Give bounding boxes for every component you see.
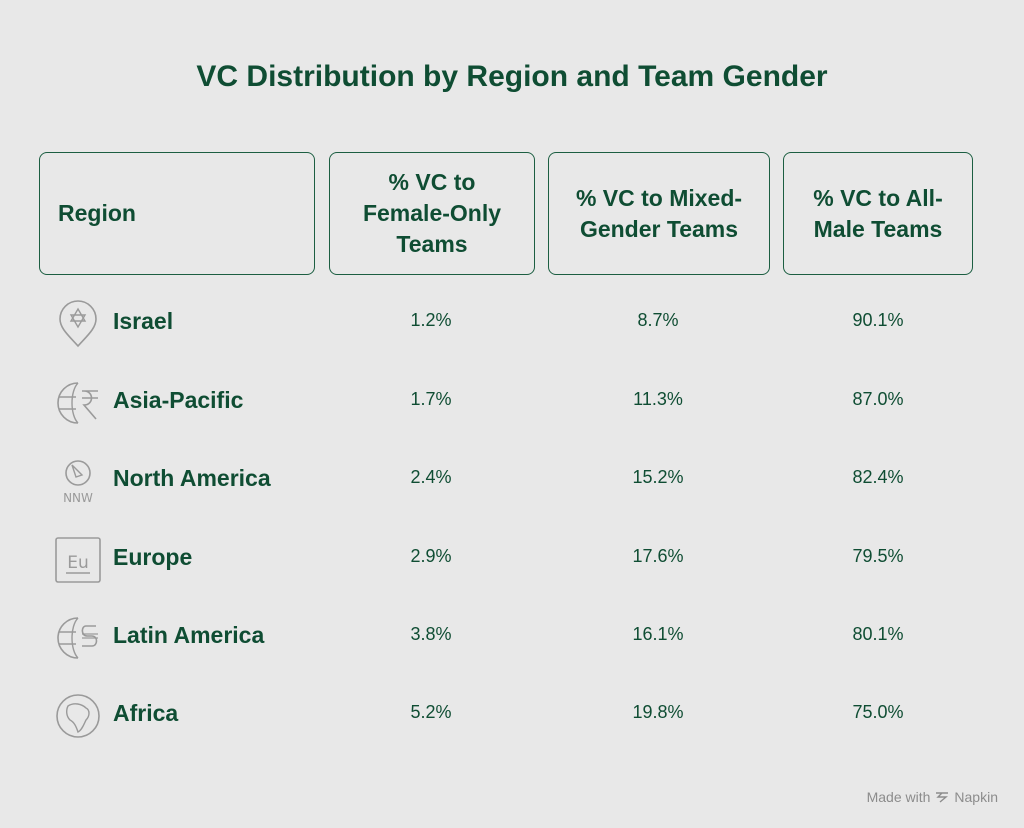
napkin-logo-icon [936,792,949,803]
mixed-gender-value: 8.7% [637,310,679,330]
mixed-gender-value: 16.1% [632,624,684,644]
globe-peso-icon [57,617,98,659]
napkin-brand-label: Napkin [954,789,998,805]
mixed-gender-value: 15.2% [632,467,684,487]
header-region: Region [39,152,315,275]
star-of-david-pin-icon [59,300,97,348]
header-female-only: % VC to Female-Only Teams [329,152,535,275]
female-only-value: 5.2% [410,702,452,722]
header-mixed-gender: % VC to Mixed-Gender Teams [548,152,770,275]
table-row: NNW North America 2.4% 15.2% 82.4% [0,451,1024,511]
female-only-value: 2.4% [410,467,452,487]
table-row: Africa 5.2% 19.8% 75.0% [0,686,1024,746]
region-name: North America [113,465,271,491]
mixed-gender-value: 17.6% [632,546,684,566]
region-name: Europe [113,544,193,570]
eu-box-icon: Eu [55,537,101,583]
table-row: Latin America 3.8% 16.1% 80.1% [0,608,1024,668]
made-with-label: Made with [866,789,931,805]
table-row: Asia-Pacific 1.7% 11.3% 87.0% [0,373,1024,433]
region-name: Asia-Pacific [113,387,244,413]
all-male-value: 79.5% [852,546,904,566]
table-row: Israel 1.2% 8.7% 90.1% [0,294,1024,354]
africa-globe-icon [56,694,100,738]
all-male-value: 90.1% [852,310,904,330]
compass-nnw-icon: NNW [63,460,93,505]
svg-text:Eu: Eu [67,553,89,573]
svg-text:NNW: NNW [63,491,93,505]
all-male-value: 80.1% [852,624,904,644]
region-name: Africa [113,700,179,726]
header-all-male: % VC to All-Male Teams [783,152,973,275]
all-male-value: 75.0% [852,702,904,722]
made-with-napkin-badge[interactable]: Made with Napkin [867,789,998,805]
female-only-value: 1.7% [410,389,452,409]
region-name: Israel [113,308,174,334]
mixed-gender-value: 11.3% [633,389,683,409]
globe-rupee-icon [57,382,98,424]
all-male-value: 82.4% [852,467,904,487]
region-name: Latin America [113,622,265,648]
page-title: VC Distribution by Region and Team Gende… [196,60,828,93]
female-only-value: 2.9% [410,546,452,566]
female-only-value: 3.8% [410,624,452,644]
table-row: Eu Europe 2.9% 17.6% 79.5% [0,530,1024,590]
female-only-value: 1.2% [410,310,452,330]
mixed-gender-value: 19.8% [632,702,684,722]
all-male-value: 87.0% [852,389,904,409]
